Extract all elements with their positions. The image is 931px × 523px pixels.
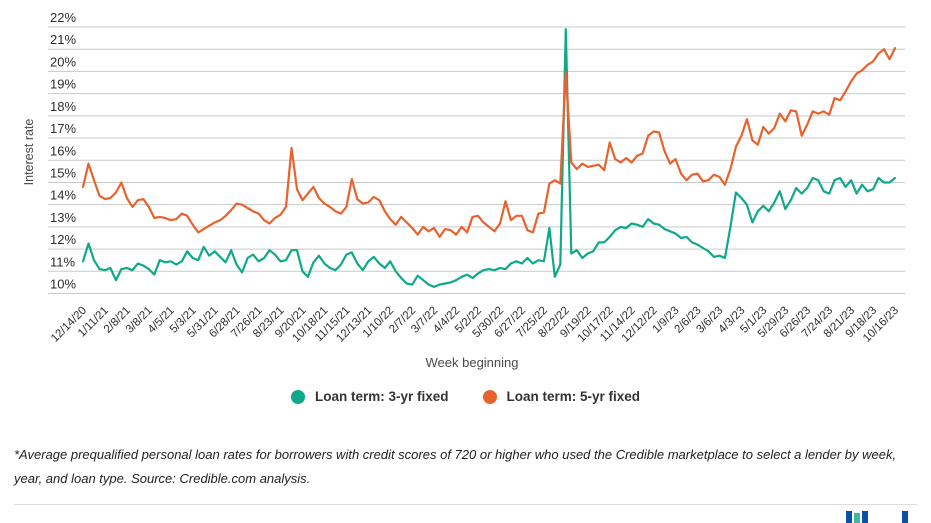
chart-area: 22% 21% 20% 19% 18% 17% 16% 15% 14% 13% 12% 11% 10% … xyxy=(22,10,905,370)
series-line-loan-term-3-yr-fixed xyxy=(81,28,897,288)
y-axis-title: Interest rate xyxy=(22,119,36,186)
chart-legend: Loan term: 3-yr fixed Loan term: 5-yr fi… xyxy=(0,389,931,404)
legend-item-3yr: Loan term: 3-yr fixed xyxy=(290,389,449,404)
x-axis-title: Week beginning xyxy=(426,355,519,370)
y-axis-tick-label: 16% xyxy=(50,143,76,158)
y-axis-tick-label: 22% xyxy=(50,10,76,25)
y-axis-tick-label: 21% xyxy=(50,32,76,47)
gridlines-layer xyxy=(48,26,905,294)
y-axis-tick-label: 10% xyxy=(50,277,76,292)
series-layer xyxy=(81,28,897,288)
legend-item-5yr: Loan term: 5-yr fixed xyxy=(482,389,641,404)
rate-chart: 22%21%20%19%18%17%16%15%14%13%12%11%10% … xyxy=(22,10,905,370)
source-footnote: *Average prequalified personal loan rate… xyxy=(14,447,897,487)
series-line-loan-term-5-yr-fixed xyxy=(81,46,897,238)
y-axis-tick-label: 17% xyxy=(50,121,76,136)
y-axis-tick-label: 13% xyxy=(50,210,76,225)
x-axis-labels-layer: 12/14/201/11/212/8/213/8/214/5/215/3/215… xyxy=(49,305,901,345)
legend-dot-5yr-icon xyxy=(482,389,497,404)
y-axis-tick-label: 19% xyxy=(50,77,76,92)
y-axis-tick-label: 11% xyxy=(50,254,75,269)
legend-dot-3yr-icon xyxy=(290,389,305,404)
y-axis-tick-label: 12% xyxy=(50,232,76,247)
y-axis-tick-label: 18% xyxy=(50,99,76,114)
logo-bar xyxy=(846,511,852,523)
bottom-divider xyxy=(14,504,917,505)
credible-logo-icon xyxy=(846,511,916,523)
legend-label-3yr: Loan term: 3-yr fixed xyxy=(314,389,449,404)
logo-bar xyxy=(854,513,860,523)
logo-bar xyxy=(862,511,868,523)
y-axis-labels-layer: 22% 21% 20% 19% 18% 17% 16% 15% 14% 13% 12% 11% 10% xyxy=(50,10,76,292)
y-axis-tick-label: 14% xyxy=(50,188,76,203)
legend-label-5yr: Loan term: 5-yr fixed xyxy=(506,389,641,404)
y-axis-tick-label: 20% xyxy=(50,54,76,69)
logo-bar xyxy=(902,511,908,523)
y-axis-tick-label: 15% xyxy=(50,165,76,180)
